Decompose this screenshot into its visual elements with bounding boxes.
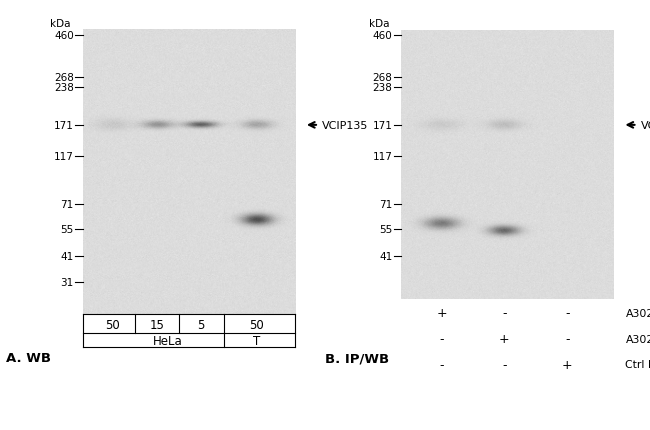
Text: 31: 31 [60,277,74,287]
Text: 71: 71 [60,200,74,210]
Text: HeLa: HeLa [153,334,183,347]
Text: 238: 238 [54,83,74,93]
Text: 268: 268 [54,72,74,83]
Text: -: - [439,332,444,345]
Text: 41: 41 [379,251,392,261]
Text: 268: 268 [372,72,392,83]
Text: 117: 117 [372,151,392,162]
Text: 55: 55 [60,225,74,235]
Text: 5: 5 [197,318,205,331]
Text: T: T [253,334,260,347]
Text: VCIP135: VCIP135 [322,120,369,131]
Text: 171: 171 [372,120,392,131]
Text: 171: 171 [54,120,74,131]
Text: 55: 55 [379,225,392,235]
Text: +: + [499,332,510,345]
Text: A. WB: A. WB [6,352,51,365]
Text: -: - [439,358,444,371]
Text: Ctrl IgG: Ctrl IgG [625,359,650,370]
Text: 460: 460 [54,31,74,41]
Text: A302-934A: A302-934A [625,334,650,344]
Text: A302-933A: A302-933A [625,308,650,318]
Text: -: - [565,307,569,319]
Text: kDa: kDa [50,19,71,29]
Text: 71: 71 [379,200,392,210]
Text: 238: 238 [372,83,392,93]
Text: +: + [562,358,573,371]
Text: B. IP/WB: B. IP/WB [325,352,389,365]
Text: 41: 41 [60,251,74,261]
Text: kDa: kDa [369,19,389,29]
Text: 460: 460 [372,31,392,41]
Text: -: - [565,332,569,345]
Text: 117: 117 [54,151,74,162]
Text: 50: 50 [105,318,120,331]
Text: -: - [502,358,506,371]
Text: -: - [502,307,506,319]
Text: +: + [436,307,447,319]
Text: VCIP135: VCIP135 [640,120,650,131]
Text: 15: 15 [150,318,165,331]
Text: 50: 50 [249,318,263,331]
